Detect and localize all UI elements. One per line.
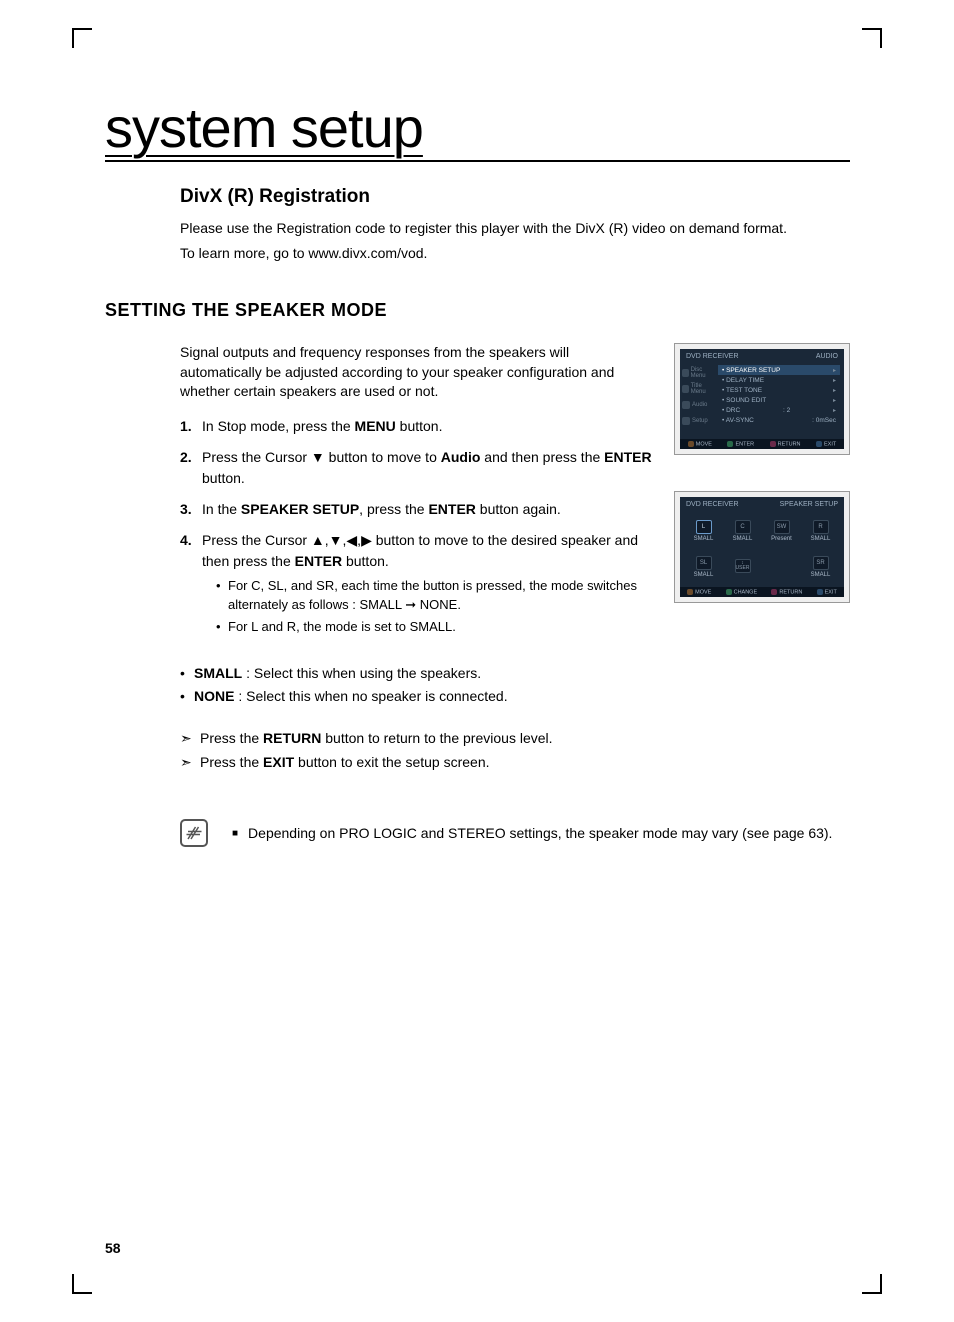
crop-mark-br [862,1274,882,1294]
screen1-footer: MOVE ENTER RETURN EXIT [680,439,844,449]
arrow-notes: ➣Press the RETURN button to return to th… [180,727,654,775]
screen1-hdr-right: AUDIO [816,353,838,360]
arrow-return: ➣Press the RETURN button to return to th… [180,727,654,751]
page-content: system setup DivX (R) Registration Pleas… [105,95,850,847]
crop-mark-tl [72,28,92,48]
screen-speaker-setup: DVD RECEIVER SPEAKER SETUP LSMALL CSMALL… [674,491,850,603]
arrow-exit: ➣Press the EXIT button to exit the setup… [180,751,654,775]
crop-mark-bl [72,1274,92,1294]
divx-line1: Please use the Registration code to regi… [180,218,850,239]
def-none: NONE : Select this when no speaker is co… [180,685,654,707]
screen2-hdr-right: SPEAKER SETUP [780,501,838,508]
speaker-intro: Signal outputs and frequency responses f… [180,343,654,402]
step-4-sublist: For C, SL, and SR, each time the button … [202,576,654,637]
divx-heading: DivX (R) Registration [180,186,850,208]
step-1: 1. In Stop mode, press the MENU button. [180,416,654,437]
divx-line2: To learn more, go to www.divx.com/vod. [180,243,850,264]
step-2: 2. Press the Cursor ▼ button to move to … [180,447,654,489]
screen1-sidebar: Disc Menu Title Menu Audio Setup [680,365,716,437]
step-4: 4. Press the Cursor ▲,▼,◀,▶ button to mo… [180,530,654,637]
page-title: system setup [105,95,850,162]
page-number: 58 [105,1240,121,1256]
step-4-sub2: For L and R, the mode is set to SMALL. [216,617,654,637]
note-icon [180,819,208,847]
screen1-hdr-left: DVD RECEIVER [686,353,739,360]
steps-list: 1. In Stop mode, press the MENU button. … [180,416,654,637]
step-4-sub1: For C, SL, and SR, each time the button … [216,576,654,615]
divx-body: Please use the Registration code to regi… [180,218,850,264]
note-row: ■Depending on PRO LOGIC and STEREO setti… [180,819,850,847]
def-small: SMALL : Select this when using the speak… [180,662,654,684]
step-3: 3. In the SPEAKER SETUP, press the ENTER… [180,499,654,520]
screen2-hdr-left: DVD RECEIVER [686,501,739,508]
text-column: Signal outputs and frequency responses f… [180,343,654,775]
speaker-grid: LSMALL CSMALL SWPresent RSMALL SLSMALL ↕… [686,515,838,583]
screen-audio-menu: DVD RECEIVER AUDIO Disc Menu Title Menu … [674,343,850,455]
speaker-heading: SETTING THE SPEAKER MODE [105,300,850,321]
screen2-footer: MOVE CHANGE RETURN EXIT [680,587,844,597]
screens-column: DVD RECEIVER AUDIO Disc Menu Title Menu … [674,343,850,775]
note-text: ■Depending on PRO LOGIC and STEREO setti… [232,825,832,841]
crop-mark-tr [862,28,882,48]
definitions: SMALL : Select this when using the speak… [180,662,654,707]
screen1-menu: • SPEAKER SETUP▸ • DELAY TIME▸ • TEST TO… [718,365,840,437]
